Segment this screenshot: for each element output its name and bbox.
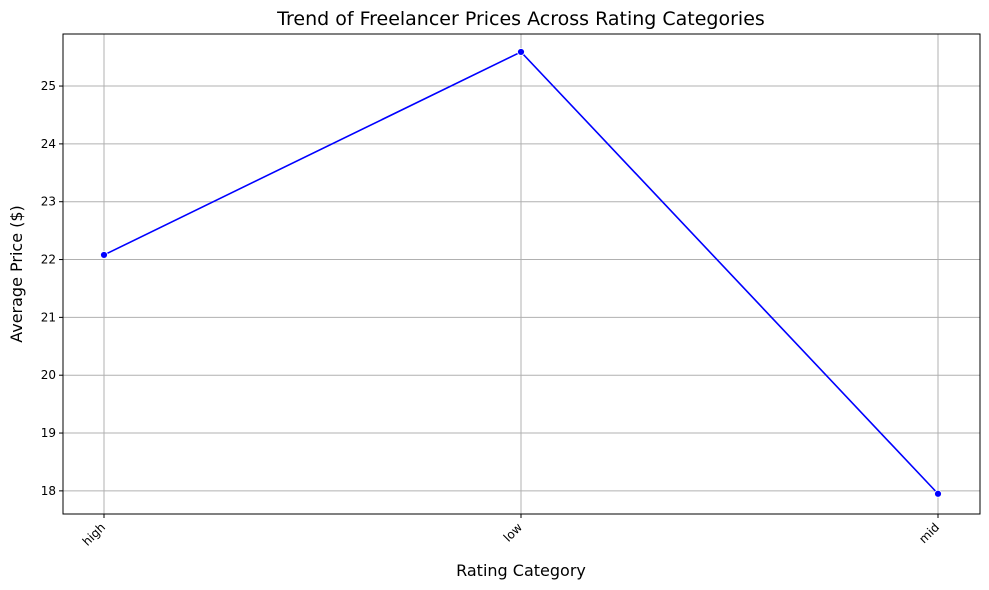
series-layer bbox=[100, 48, 942, 498]
y-tick-label: 18 bbox=[41, 484, 56, 498]
x-axis-title: Rating Category bbox=[456, 561, 586, 580]
y-axis: 18 19 20 21 22 23 24 25 bbox=[41, 79, 63, 498]
chart-title: Trend of Freelancer Prices Across Rating… bbox=[276, 8, 765, 30]
y-tick-label: 23 bbox=[41, 195, 56, 209]
y-tick-label: 21 bbox=[41, 310, 56, 324]
y-tick-label: 20 bbox=[41, 368, 56, 382]
grid-layer bbox=[63, 34, 980, 514]
data-point bbox=[100, 251, 108, 259]
y-tick-label: 22 bbox=[41, 253, 56, 267]
y-tick-label: 25 bbox=[41, 79, 56, 93]
y-tick-label: 24 bbox=[41, 137, 56, 151]
data-point bbox=[934, 489, 942, 498]
y-tick-label: 19 bbox=[41, 426, 56, 440]
y-axis-title: Average Price ($) bbox=[7, 205, 26, 343]
data-point bbox=[517, 48, 525, 56]
